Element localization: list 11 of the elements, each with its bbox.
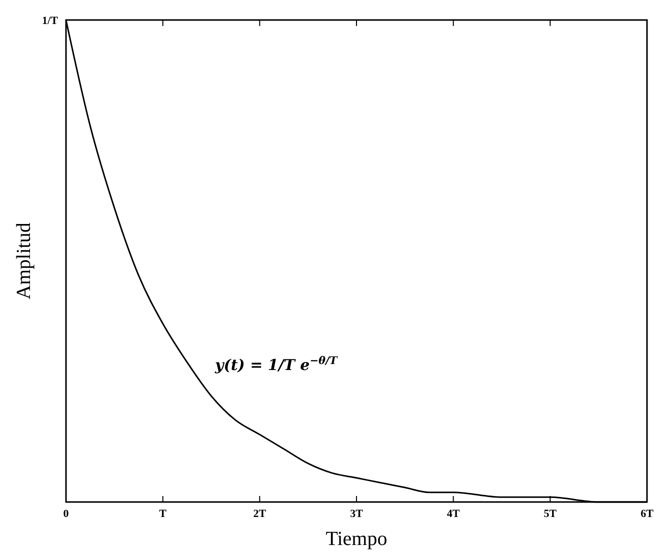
x-tick-label: 5T (544, 508, 558, 520)
x-tick-label: 2T (253, 508, 267, 520)
y-axis-title: Amplitud (13, 222, 35, 300)
x-tick-label: 3T (350, 508, 364, 520)
x-tick-label: 6T (640, 508, 654, 520)
series-label: y(t) = 1/T e$^{−θ/T}$ (214, 355, 338, 374)
x-tick-label: T (159, 508, 168, 520)
x-tick-label: 0 (63, 508, 70, 520)
x-axis-title: Tiempo (326, 528, 388, 550)
annotation: 1/T (42, 14, 59, 27)
x-tick-label: 4T (446, 508, 460, 520)
